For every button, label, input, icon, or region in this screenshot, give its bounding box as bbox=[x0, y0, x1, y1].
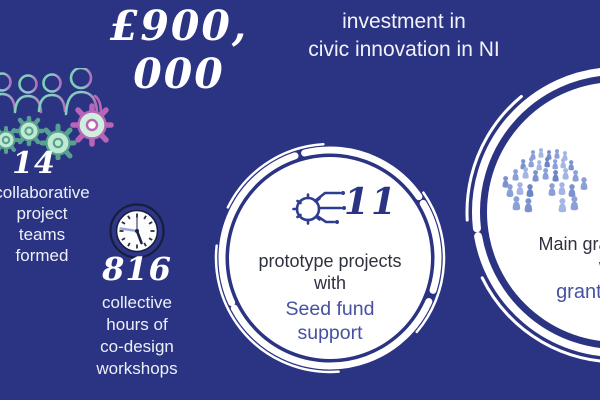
teams-label-line: project bbox=[16, 204, 68, 223]
seed-fund-circle bbox=[214, 142, 446, 374]
hours-label-line: collective bbox=[102, 293, 172, 312]
gear-circuit-icon bbox=[292, 191, 346, 225]
people-gears-icon bbox=[0, 68, 114, 160]
hours-label-line: hours of bbox=[106, 315, 168, 334]
main-circle-highlight: grant support bbox=[515, 280, 600, 304]
prototype-count: 11 bbox=[344, 181, 399, 223]
seed-label-line: prototype projects bbox=[258, 251, 402, 271]
main-highlight-line: grant support bbox=[556, 281, 600, 303]
description-line: civic innovation in NI bbox=[308, 38, 500, 61]
main-grant-circle bbox=[465, 60, 600, 364]
main-label-line: with bbox=[515, 255, 600, 277]
investment-amount: £900, 000 bbox=[109, 2, 249, 98]
clock-icon bbox=[109, 203, 165, 259]
main-circle-label: Main grant projects with bbox=[515, 233, 600, 277]
hours-label: collective hours of co-design workshops bbox=[77, 292, 197, 380]
teams-label-line: formed bbox=[15, 246, 69, 265]
teams-label-line: teams bbox=[18, 225, 66, 244]
teams-label-line: collaborative bbox=[0, 183, 90, 202]
seed-circle-highlight: Seed fund support bbox=[255, 298, 405, 345]
seed-circle-label: prototype projects with bbox=[240, 251, 420, 294]
hours-label-line: co-design bbox=[100, 337, 174, 356]
main-label-line: Main grant projects bbox=[538, 234, 600, 254]
pawn-crowd-icon bbox=[502, 148, 588, 213]
description-line: investment in bbox=[342, 10, 466, 33]
teams-count: 14 bbox=[12, 146, 56, 181]
teams-label: collaborative project teams formed bbox=[0, 182, 102, 266]
seed-highlight-line: support bbox=[297, 321, 363, 344]
hours-count: 816 bbox=[102, 250, 172, 288]
seed-highlight-line: Seed fund bbox=[285, 298, 375, 320]
investment-description: investment in civic innovation in NI bbox=[293, 8, 515, 64]
hours-label-line: workshops bbox=[96, 359, 178, 378]
seed-label-line: with bbox=[313, 272, 346, 293]
